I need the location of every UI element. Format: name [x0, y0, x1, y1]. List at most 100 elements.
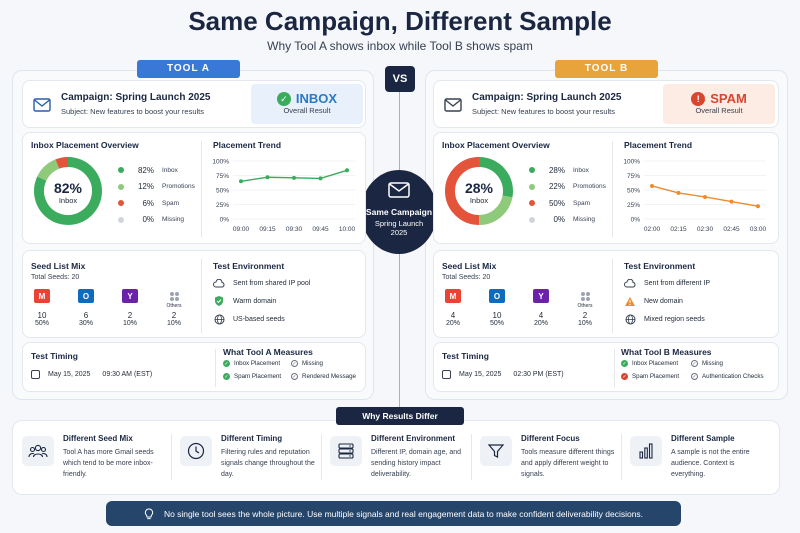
clock-icon — [180, 436, 212, 466]
y-tick-label: 25% — [216, 202, 229, 209]
environment-text: US-based seeds — [233, 315, 285, 323]
yahoo-icon: Y — [122, 289, 138, 303]
legend-label: Inbox — [162, 166, 178, 174]
seed-count: 4 — [450, 311, 456, 320]
check-icon: ✓ — [621, 360, 628, 367]
timing-time: 09:30 AM (EST) — [102, 371, 153, 378]
why-content: Different Timing Filtering rules and repu… — [221, 434, 315, 480]
legend-pct: 12% — [137, 182, 154, 191]
trend-point — [239, 179, 243, 184]
warning-icon — [624, 295, 636, 307]
seed-item: Y 2 10% — [115, 289, 145, 327]
legend-dot — [118, 183, 124, 190]
why-text: A sample is not the entire audience. Con… — [671, 449, 750, 478]
seed-list: M 10 50% O 6 30% Y 2 10% Others 2 10% — [27, 289, 189, 327]
seed-count: 6 — [83, 311, 89, 320]
donut-slice-spam — [445, 157, 480, 225]
measures-list: ✓ Inbox Placement ✓ Missing ✓ Spam Placement ✓… — [621, 360, 776, 380]
environment-item: Mixed region seeds — [624, 311, 710, 327]
placement-trend-chart: 100% 75% 50% 25% 0%02:00 02:15 02:30 02:45 03:00 — [623, 159, 766, 234]
seed-pct: 20% — [533, 320, 548, 327]
trend-point — [265, 175, 270, 180]
legend-item-spam: 6% Spam — [118, 196, 195, 210]
card-divider — [201, 141, 202, 237]
legend-label: Spam — [162, 199, 179, 207]
trend-point — [729, 199, 734, 204]
page-subtitle: Why Tool A shows inbox while Tool B show… — [267, 39, 533, 53]
donut-slice-inbox — [34, 157, 102, 225]
placement-trend-title: Placement Trend — [624, 140, 693, 150]
legend-dot — [118, 200, 124, 206]
test-environment-title: Test Environment — [624, 261, 696, 271]
test-timing-title: Test Timing — [31, 351, 78, 361]
why-results-list: Different Seed Mix Tool A has more Gmail … — [22, 434, 774, 480]
result-label: INBOX — [295, 91, 338, 106]
cloud-icon — [213, 277, 225, 289]
legend-label: Promotions — [162, 183, 195, 190]
footer-callout: No single tool sees the whole picture. U… — [106, 501, 681, 526]
server-icon — [330, 436, 362, 466]
tool-b-timing-card: Test Timing May 15, 2025 02:30 PM (EST) … — [433, 342, 779, 392]
seed-count: 10 — [37, 311, 47, 320]
donut-center: 82% Inbox — [32, 180, 104, 205]
tool-b-campaign-card: Campaign: Spring Launch 2025 Subject: Ne… — [433, 80, 779, 128]
measure-text: Inbox Placement — [632, 360, 679, 367]
measure-item: ✓ Missing — [291, 360, 363, 367]
check-outline-icon: ✓ — [291, 360, 298, 367]
campaign-title: Campaign: Spring Launch 2025 — [61, 92, 211, 103]
gmail-icon: M — [445, 289, 461, 303]
why-item: Different Seed Mix Tool A has more Gmail … — [22, 434, 172, 480]
donut-value: 82% — [53, 180, 83, 196]
legend-item-missing: 0% Missing — [529, 213, 606, 227]
why-content: Different Sample A sample is not the enti… — [671, 434, 766, 480]
why-item: Different Environment Different IP, domai… — [322, 434, 472, 480]
bar-chart-icon — [630, 436, 662, 466]
trend-point — [318, 176, 323, 181]
seed-pct: 10% — [577, 320, 592, 327]
measure-item: ✓ Rendered Message — [291, 373, 363, 380]
legend-item-missing: 0% Missing — [118, 213, 195, 227]
seed-pct: 50% — [489, 320, 504, 327]
legend-pct: 82% — [137, 165, 154, 175]
seed-item: M 4 20% — [438, 289, 468, 327]
card-divider — [612, 141, 613, 237]
outlook-icon: O — [489, 289, 505, 303]
donut-slice-promotions — [478, 195, 513, 225]
why-item: Different Timing Filtering rules and repu… — [172, 434, 322, 480]
y-tick-label: 100% — [623, 159, 640, 166]
legend-pct: 6% — [142, 198, 154, 208]
y-tick-label: 100% — [212, 159, 229, 166]
seed-item: O 10 50% — [482, 289, 512, 327]
result-sub: Overall Result — [283, 106, 331, 115]
measure-item: ✓ Inbox Placement — [621, 360, 691, 367]
legend-dot — [118, 167, 124, 173]
result-label: SPAM — [710, 91, 747, 106]
result-sub: Overall Result — [695, 106, 743, 115]
donut-label: Inbox — [469, 196, 489, 205]
legend-item-inbox: 82% Inbox — [118, 163, 195, 177]
placement-donut — [445, 157, 513, 225]
overall-result-spam: ! SPAM Overall Result — [663, 84, 775, 124]
tool-a-seed-env-card: Seed List Mix Total Seeds: 20 M 10 50% O 6 30… — [22, 250, 366, 338]
trend-point — [292, 175, 296, 180]
shield-icon — [213, 295, 225, 307]
globe-icon — [624, 313, 636, 325]
trend-point — [650, 183, 654, 188]
why-title: Different Timing — [221, 434, 283, 443]
placement-legend: 28% Inbox 22% Promotions 50% Spam 0% Missing — [529, 163, 606, 229]
card-divider — [215, 349, 216, 387]
vs-badge: VS — [385, 66, 415, 92]
trend-point — [756, 204, 760, 209]
lightbulb-icon — [144, 507, 154, 520]
seed-item: M 10 50% — [27, 289, 57, 327]
legend-item-promotions: 12% Promotions — [118, 180, 195, 194]
legend-dot — [529, 167, 535, 173]
placement-overview-title: Inbox Placement Overview — [31, 140, 139, 150]
why-results-tag: Why Results Differ — [336, 407, 464, 425]
why-text: Tools measure different things and apply… — [521, 449, 615, 478]
legend-label: Spam — [573, 199, 590, 207]
calendar-icon — [31, 370, 40, 379]
environment-item: US-based seeds — [213, 311, 310, 327]
environment-text: Sent from shared IP pool — [233, 279, 311, 287]
seed-list-title: Seed List Mix — [31, 261, 86, 271]
